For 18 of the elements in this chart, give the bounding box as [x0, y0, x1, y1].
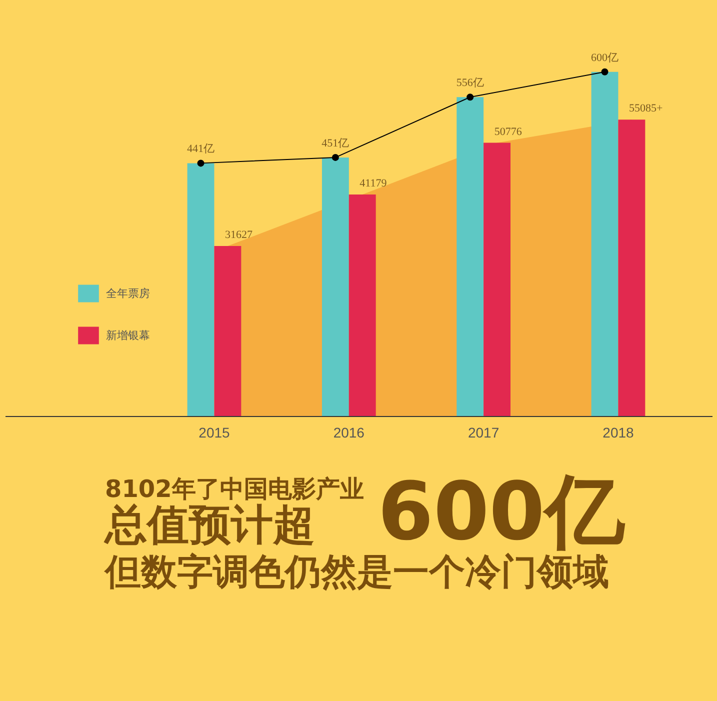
point [601, 68, 608, 76]
x-tick-label: 2018 [602, 424, 634, 440]
x-tick-label: 2016 [333, 424, 365, 440]
data-label: 451亿 [322, 137, 350, 150]
data-label: 556亿 [456, 77, 484, 90]
x-tick-label: 2015 [198, 424, 230, 440]
x-tick-label: 2017 [468, 424, 500, 440]
data-label: 41179 [360, 178, 388, 190]
point [332, 154, 339, 161]
legend-label: 全年票房 [106, 286, 150, 300]
data-label: 55085+ [629, 102, 663, 115]
data-label: 31627 [225, 229, 254, 242]
data-label: 441亿 [187, 143, 215, 156]
legend-label: 新增银幕 [106, 328, 150, 342]
point [466, 94, 474, 101]
data-label: 50776 [494, 126, 522, 138]
data-label: 600亿 [591, 52, 619, 64]
point [197, 160, 204, 167]
